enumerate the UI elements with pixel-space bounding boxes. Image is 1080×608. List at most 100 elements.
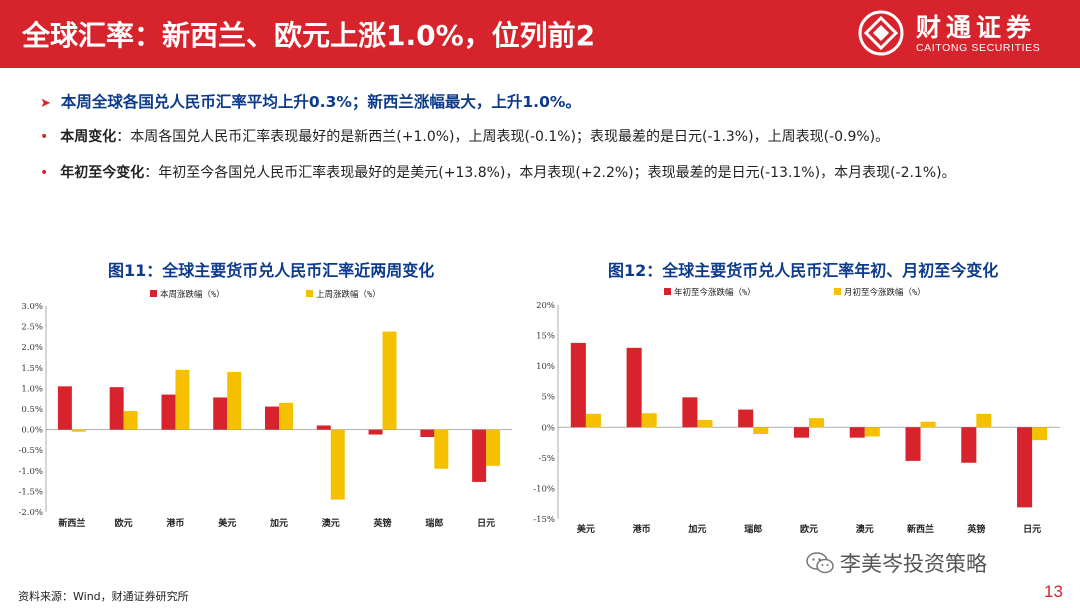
bar-series-2 — [279, 402, 293, 430]
bar-series-2 — [697, 419, 713, 428]
category-label: 瑞郎 — [425, 517, 443, 529]
category-label: 澳元 — [322, 517, 340, 529]
y-tick-label: -1.0% — [19, 467, 43, 477]
page-number: 13 — [1044, 582, 1063, 601]
category-label: 澳元 — [856, 523, 874, 535]
legend-label: 年初至今涨跌幅（%） — [674, 287, 756, 298]
category-label: 新西兰 — [58, 517, 85, 529]
bar-series-1 — [570, 342, 586, 428]
chart-two-week-change: 3.0% 2.5% 2.0% 1.5% 1.0% 0.5% 0.0% -0.5% -1.0% -1… — [19, 289, 512, 529]
bullet-dot-icon: • — [40, 129, 49, 145]
category-label: 港币 — [633, 523, 651, 535]
category-label: 欧元 — [115, 517, 133, 529]
header-bar: 全球汇率：新西兰、欧元上涨1.0%，位列前2 财通证券 CAITONG SECU… — [0, 0, 1080, 68]
watermark-text: 李美岑投资策略 — [840, 552, 987, 576]
bar-series-2 — [434, 429, 449, 469]
bullet-text: ：本周各国兑人民币汇率表现最好的是新西兰(+1.0%)，上周表现(-0.1%)；… — [116, 129, 890, 145]
legend-label: 月初至今涨跌幅（%） — [844, 287, 926, 298]
bar-series-2 — [1032, 427, 1048, 441]
legend-swatch — [150, 290, 157, 297]
y-tick-label: -15% — [533, 515, 555, 525]
category-label: 美元 — [218, 517, 236, 529]
bar-series-1 — [420, 429, 435, 438]
category-label: 欧元 — [800, 523, 818, 535]
y-tick-label: -1.5% — [19, 487, 43, 497]
logo-chinese-name: 财通证券 — [916, 13, 1037, 42]
category-label: 日元 — [477, 518, 495, 529]
y-tick-label: -5% — [539, 454, 555, 464]
wechat-watermark: 李美岑投资策略 — [806, 548, 987, 578]
bar-series-1 — [905, 427, 921, 461]
bar-series-2 — [864, 427, 880, 437]
bar-series-1 — [57, 386, 72, 430]
summary-text: 本周全球各国兑人民币汇率平均上升0.3%；新西兰涨幅最大，上升1.0%。 — [60, 93, 581, 111]
category-label: 加元 — [269, 517, 288, 529]
figure-12-title: 图12：全球主要货币兑人民币汇率年初、月初至今变化 — [608, 261, 999, 280]
legend-label: 本周涨跌幅（%） — [160, 289, 225, 300]
source-note: 资料来源：Wind，财通证券研究所 — [18, 590, 189, 603]
caitong-logo-icon — [858, 10, 904, 56]
y-tick-label: 1.5% — [21, 364, 43, 374]
legend-label: 上周涨跌幅（%） — [316, 289, 381, 300]
bar-series-1 — [682, 397, 698, 428]
bar-series-2 — [175, 369, 190, 430]
legend-swatch — [306, 290, 313, 297]
bar-series-1 — [109, 387, 124, 430]
y-tick-label: 5% — [542, 393, 556, 403]
bar-series-2 — [123, 411, 138, 430]
category-label: 港币 — [166, 517, 184, 529]
bar-series-1 — [849, 427, 865, 438]
bar-series-2 — [486, 429, 501, 466]
y-tick-label: -10% — [533, 484, 555, 494]
logo-english-name: CAITONG SECURITIES — [916, 42, 1041, 54]
bullet-dot-icon: • — [40, 165, 49, 181]
category-label: 加元 — [687, 523, 706, 535]
bullet-lead: 本周变化 — [60, 129, 117, 145]
category-label: 英镑 — [966, 523, 985, 535]
bar-series-1 — [213, 397, 228, 430]
bar-series-2 — [382, 331, 397, 430]
legend-swatch — [664, 288, 671, 295]
category-label: 瑞郎 — [744, 523, 762, 535]
category-label: 日元 — [1023, 524, 1041, 535]
category-label: 美元 — [577, 523, 595, 535]
page-title: 全球汇率：新西兰、欧元上涨1.0%，位列前2 — [22, 19, 596, 52]
y-tick-label: 10% — [536, 362, 555, 372]
y-tick-label: 2.0% — [21, 343, 43, 353]
y-tick-label: 0.0% — [21, 426, 43, 436]
arrow-bullet-icon: ➤ — [40, 96, 51, 111]
wechat-icon — [806, 552, 834, 574]
bar-series-2 — [585, 413, 601, 428]
bar-series-1 — [368, 429, 383, 435]
y-tick-label: 15% — [536, 332, 555, 342]
bullet-text: ：年初至今各国兑人民币汇率表现最好的是美元(+13.8%)，本月表现(+2.2%… — [144, 165, 956, 181]
y-tick-label: 2.5% — [21, 323, 43, 333]
bar-series-1 — [1017, 427, 1033, 508]
y-tick-label: 0% — [542, 423, 556, 433]
bar-series-2 — [227, 371, 242, 430]
bar-series-1 — [961, 427, 977, 463]
y-tick-label: -2.0% — [19, 508, 43, 518]
bar-series-1 — [316, 425, 331, 430]
bar-series-2 — [920, 421, 936, 428]
bar-series-1 — [472, 429, 487, 482]
bullet-weekly-change: • 本周变化：本周各国兑人民币汇率表现最好的是新西兰(+1.0%)，上周表现(-0… — [40, 126, 889, 146]
bar-series-1 — [793, 427, 809, 438]
bar-series-1 — [626, 347, 642, 428]
category-label: 新西兰 — [907, 523, 934, 535]
bar-series-2 — [71, 429, 86, 432]
bar-series-1 — [738, 409, 754, 428]
chart-ytd-mtd-change: 20% 15% 10% 5% 0% -5% -10% -15% 美元 港币 加元 瑞郎 欧元 澳元 新西兰 英… — [533, 287, 1060, 535]
y-tick-label: 20% — [536, 301, 555, 311]
bar-series-2 — [330, 429, 345, 500]
figure-11-title: 图11：全球主要货币兑人民币汇率近两周变化 — [108, 261, 435, 280]
bar-series-2 — [753, 427, 769, 435]
category-label: 英镑 — [373, 517, 392, 529]
y-tick-label: 0.5% — [21, 405, 43, 415]
y-tick-label: 1.0% — [21, 384, 43, 394]
company-logo: 财通证券 CAITONG SECURITIES — [852, 6, 1074, 62]
bar-series-2 — [641, 413, 657, 428]
bar-series-2 — [976, 413, 992, 428]
bullet-lead: 年初至今变化 — [60, 165, 145, 181]
bullet-ytd-change: • 年初至今变化：年初至今各国兑人民币汇率表现最好的是美元(+13.8%)，本月表… — [40, 162, 956, 182]
